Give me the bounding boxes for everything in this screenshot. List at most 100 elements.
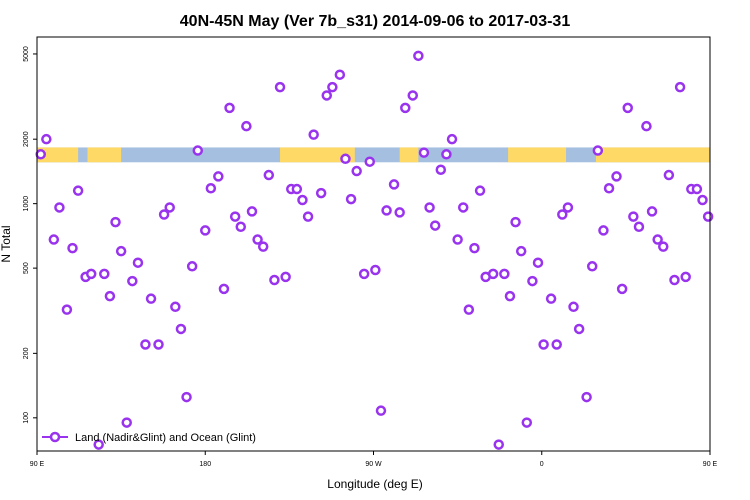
data-point [263, 169, 275, 181]
data-point [41, 133, 52, 145]
data-point [175, 323, 187, 335]
data-point [35, 149, 46, 160]
data-point [504, 290, 516, 302]
data-point [622, 102, 633, 114]
legend-label: Land (Nadir&Glint) and Ocean (Glint) [75, 432, 256, 444]
data-point [246, 206, 258, 217]
x-tick-label: 0 [540, 461, 544, 468]
data-point [375, 405, 387, 416]
data-point [61, 304, 73, 315]
data-point [85, 268, 97, 280]
data-point [308, 129, 319, 140]
data-point [515, 245, 527, 257]
data-point [158, 209, 170, 220]
data-point [67, 242, 78, 254]
land-segment [399, 147, 419, 163]
chart-title: 40N-45N May (Ver 7b_s31) 2014-09-06 to 2… [180, 13, 571, 30]
data-point [170, 301, 181, 313]
data-point [321, 90, 333, 101]
data-point [603, 183, 615, 194]
y-tick-label: 100 [23, 412, 30, 424]
data-point [418, 147, 430, 158]
y-axis-label: N Total [0, 225, 13, 262]
data-point [132, 257, 144, 268]
axes: 90 E 180 90 W 0 90 E 100 200 500 1000 2000 5000 [23, 46, 718, 468]
data-point [229, 211, 241, 222]
data-point [641, 120, 652, 132]
data-point [400, 102, 411, 114]
data-point [394, 207, 405, 218]
data-point [680, 271, 691, 283]
land-segment [280, 147, 355, 163]
y-tick-label: 5000 [23, 46, 30, 62]
y-tick-label: 200 [23, 347, 30, 359]
data-point [446, 133, 458, 145]
data-point [351, 165, 362, 177]
data-point [463, 304, 475, 315]
data-point [140, 339, 151, 350]
data-point [54, 202, 65, 213]
data-point [145, 293, 157, 304]
data-point [581, 391, 592, 403]
data-point [345, 193, 357, 205]
y-tick-label: 1000 [23, 196, 30, 212]
data-point [611, 171, 622, 182]
x-axis-label: Longitude (deg E) [327, 477, 422, 491]
x-tick-label: 180 [199, 461, 211, 468]
data-point [340, 153, 351, 165]
x-tick-label: 90 W [365, 461, 382, 468]
data-point [646, 206, 658, 217]
data-point [510, 216, 521, 228]
land-segment [87, 147, 122, 163]
data-point [441, 149, 452, 160]
data-point [364, 156, 376, 167]
data-point [213, 171, 224, 182]
data-point [457, 202, 469, 213]
data-point [257, 241, 269, 252]
data-point [413, 50, 424, 62]
data-point [269, 274, 280, 286]
data-point [551, 339, 562, 350]
data-point [487, 268, 499, 280]
data-point [452, 234, 463, 245]
data-point [669, 274, 680, 286]
data-point [598, 225, 609, 236]
data-point [545, 293, 557, 304]
x-tick-label: 90 E [703, 461, 718, 468]
data-point [674, 81, 686, 93]
data-point [110, 216, 121, 228]
data-point [538, 339, 549, 350]
data-point [93, 439, 104, 450]
data-point [429, 220, 441, 231]
land-ocean-band [37, 147, 710, 163]
data-point [633, 221, 645, 233]
data-point [241, 120, 252, 132]
data-point [388, 179, 400, 190]
data-point [358, 268, 370, 280]
data-point [521, 417, 533, 428]
data-point [291, 183, 303, 195]
legend-marker [49, 431, 61, 443]
data-point [302, 211, 314, 222]
data-point [557, 209, 568, 220]
data-point [334, 69, 346, 80]
data-point [224, 102, 235, 114]
data-point [474, 185, 486, 196]
data-point [381, 205, 392, 216]
data-point [274, 81, 286, 93]
data-point [200, 225, 211, 236]
data-point [616, 283, 628, 295]
data-point [573, 323, 585, 335]
data-point [370, 264, 381, 276]
data-point [99, 268, 110, 280]
y-tick-label: 500 [23, 262, 30, 274]
plot-frame [36, 36, 711, 452]
data-point [235, 221, 247, 233]
data-point [218, 283, 230, 295]
data-point [527, 275, 538, 287]
data-point [104, 290, 116, 302]
data-point [327, 81, 338, 93]
data-point [164, 202, 175, 213]
land-segment [595, 147, 710, 163]
data-point [499, 268, 510, 280]
